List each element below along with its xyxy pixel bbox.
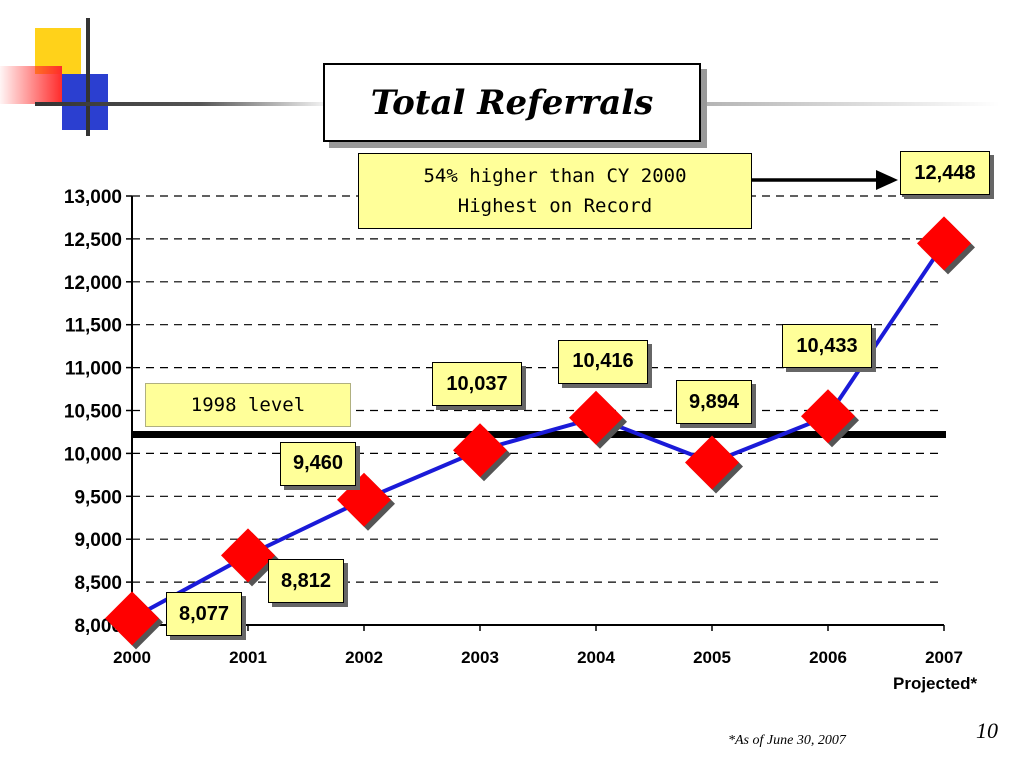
y-tick-label: 10,500: [64, 402, 122, 423]
data-point: [105, 591, 159, 646]
x-tick-label: 2005: [693, 648, 731, 667]
arrow-group: [752, 170, 898, 190]
data-label: 12,448: [900, 151, 990, 196]
data-point: [221, 528, 275, 583]
x-tick-label: 2001: [229, 648, 267, 667]
data-label: 10,433: [782, 324, 872, 369]
slide-title: Total Referrals: [370, 82, 654, 123]
y-tick-label: 9,000: [74, 530, 122, 551]
title-box: Total Referrals: [323, 63, 701, 142]
footnote: *As of June 30, 2007: [728, 733, 846, 748]
data-label: 10,037: [432, 362, 522, 407]
page-number: 10: [976, 718, 998, 743]
projected-label: Projected*: [893, 674, 978, 693]
x-tick-label: 2000: [113, 648, 151, 667]
tick-labels: 8,0008,5009,0009,50010,00010,50011,00011…: [64, 187, 963, 667]
annotation-line-2: Highest on Record: [457, 195, 653, 217]
y-tick-label: 10,000: [64, 444, 122, 465]
decor-horizontal-line-right: [700, 102, 1000, 106]
series-group: [105, 216, 975, 650]
data-point: [569, 390, 623, 445]
x-tick-label: 2002: [345, 648, 383, 667]
x-tick-label: 2007: [925, 648, 963, 667]
decor-horizontal-line: [35, 102, 335, 106]
y-tick-label: 13,000: [64, 187, 122, 208]
data-point: [917, 216, 971, 271]
data-point: [453, 423, 507, 478]
y-tick-label: 12,500: [64, 230, 122, 251]
data-label: 9,460: [280, 441, 356, 486]
decor-vertical-line: [86, 18, 90, 136]
data-label: 8,077: [166, 592, 242, 637]
annotation-callout: 54% higher than CY 2000 Highest on Recor…: [358, 153, 752, 229]
series-line: [131, 242, 946, 621]
y-tick-label: 12,000: [64, 273, 122, 294]
y-tick-label: 9,500: [74, 487, 122, 508]
data-label: 10,416: [558, 339, 648, 384]
data-label: 8,812: [268, 559, 344, 604]
x-tick-label: 2006: [809, 648, 847, 667]
data-point: [801, 389, 855, 444]
data-label: 9,894: [676, 380, 752, 425]
annotation-line-1: 54% higher than CY 2000: [423, 165, 687, 187]
data-point: [337, 472, 391, 527]
y-tick-label: 11,000: [65, 359, 122, 380]
reference-line-label-text: 1998 level: [190, 394, 306, 416]
annotation-arrowhead: [876, 170, 898, 190]
x-tick-label: 2004: [577, 648, 615, 667]
x-tick-label: 2003: [461, 648, 499, 667]
data-point: [685, 435, 739, 490]
y-tick-label: 8,500: [74, 573, 122, 594]
y-tick-label: 11,500: [65, 316, 122, 337]
reference-line-label: 1998 level: [145, 383, 351, 427]
decor-red-bar: [0, 66, 62, 104]
